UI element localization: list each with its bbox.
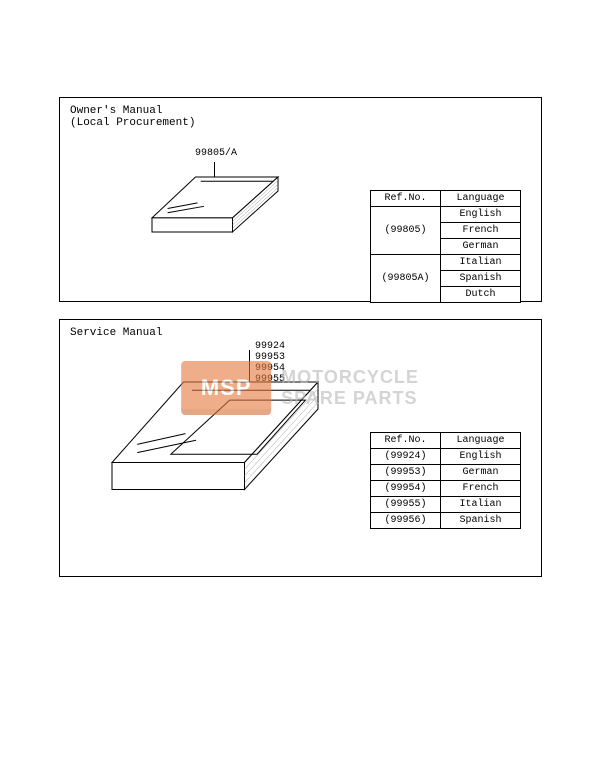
service-th: Ref.No. <box>371 433 441 449</box>
service-manual-book <box>110 380 320 530</box>
owners-ref-cell: (99805A) <box>371 255 441 303</box>
service-ref-cell: (99956) <box>371 513 441 529</box>
owners-lang-cell: English <box>441 207 521 223</box>
owners-lang-cell: Spanish <box>441 271 521 287</box>
owners-th: Language <box>441 191 521 207</box>
service-ref-line: 99924 <box>255 341 285 352</box>
service-th: Language <box>441 433 521 449</box>
owners-th: Ref.No. <box>371 191 441 207</box>
owners-title-line2: (Local Procurement) <box>70 117 195 129</box>
owners-ref-label: 99805/A <box>195 148 237 159</box>
service-ref-cell: (99954) <box>371 481 441 497</box>
service-title: Service Manual <box>70 327 162 339</box>
owners-language-table: Ref.No.Language(99805)EnglishFrenchGerma… <box>370 190 521 303</box>
service-ref-cell: (99924) <box>371 449 441 465</box>
owners-lang-cell: French <box>441 223 521 239</box>
owners-lang-cell: Dutch <box>441 287 521 303</box>
service-ref-line: 99953 <box>255 352 285 363</box>
service-lang-cell: French <box>441 481 521 497</box>
owners-lang-cell: German <box>441 239 521 255</box>
owners-title: Owner's Manual (Local Procurement) <box>70 105 195 129</box>
service-ref-cell: (99955) <box>371 497 441 513</box>
service-lang-cell: Spanish <box>441 513 521 529</box>
service-ref-line: 99954 <box>255 363 285 374</box>
service-lang-cell: Italian <box>441 497 521 513</box>
owners-title-line1: Owner's Manual <box>70 105 195 117</box>
service-language-table: Ref.No.Language(99924)English(99953)Germ… <box>370 432 521 529</box>
service-lang-cell: German <box>441 465 521 481</box>
owners-manual-book <box>150 175 280 253</box>
service-lang-cell: English <box>441 449 521 465</box>
owners-lang-cell: Italian <box>441 255 521 271</box>
owners-ref-cell: (99805) <box>371 207 441 255</box>
service-ref-cell: (99953) <box>371 465 441 481</box>
